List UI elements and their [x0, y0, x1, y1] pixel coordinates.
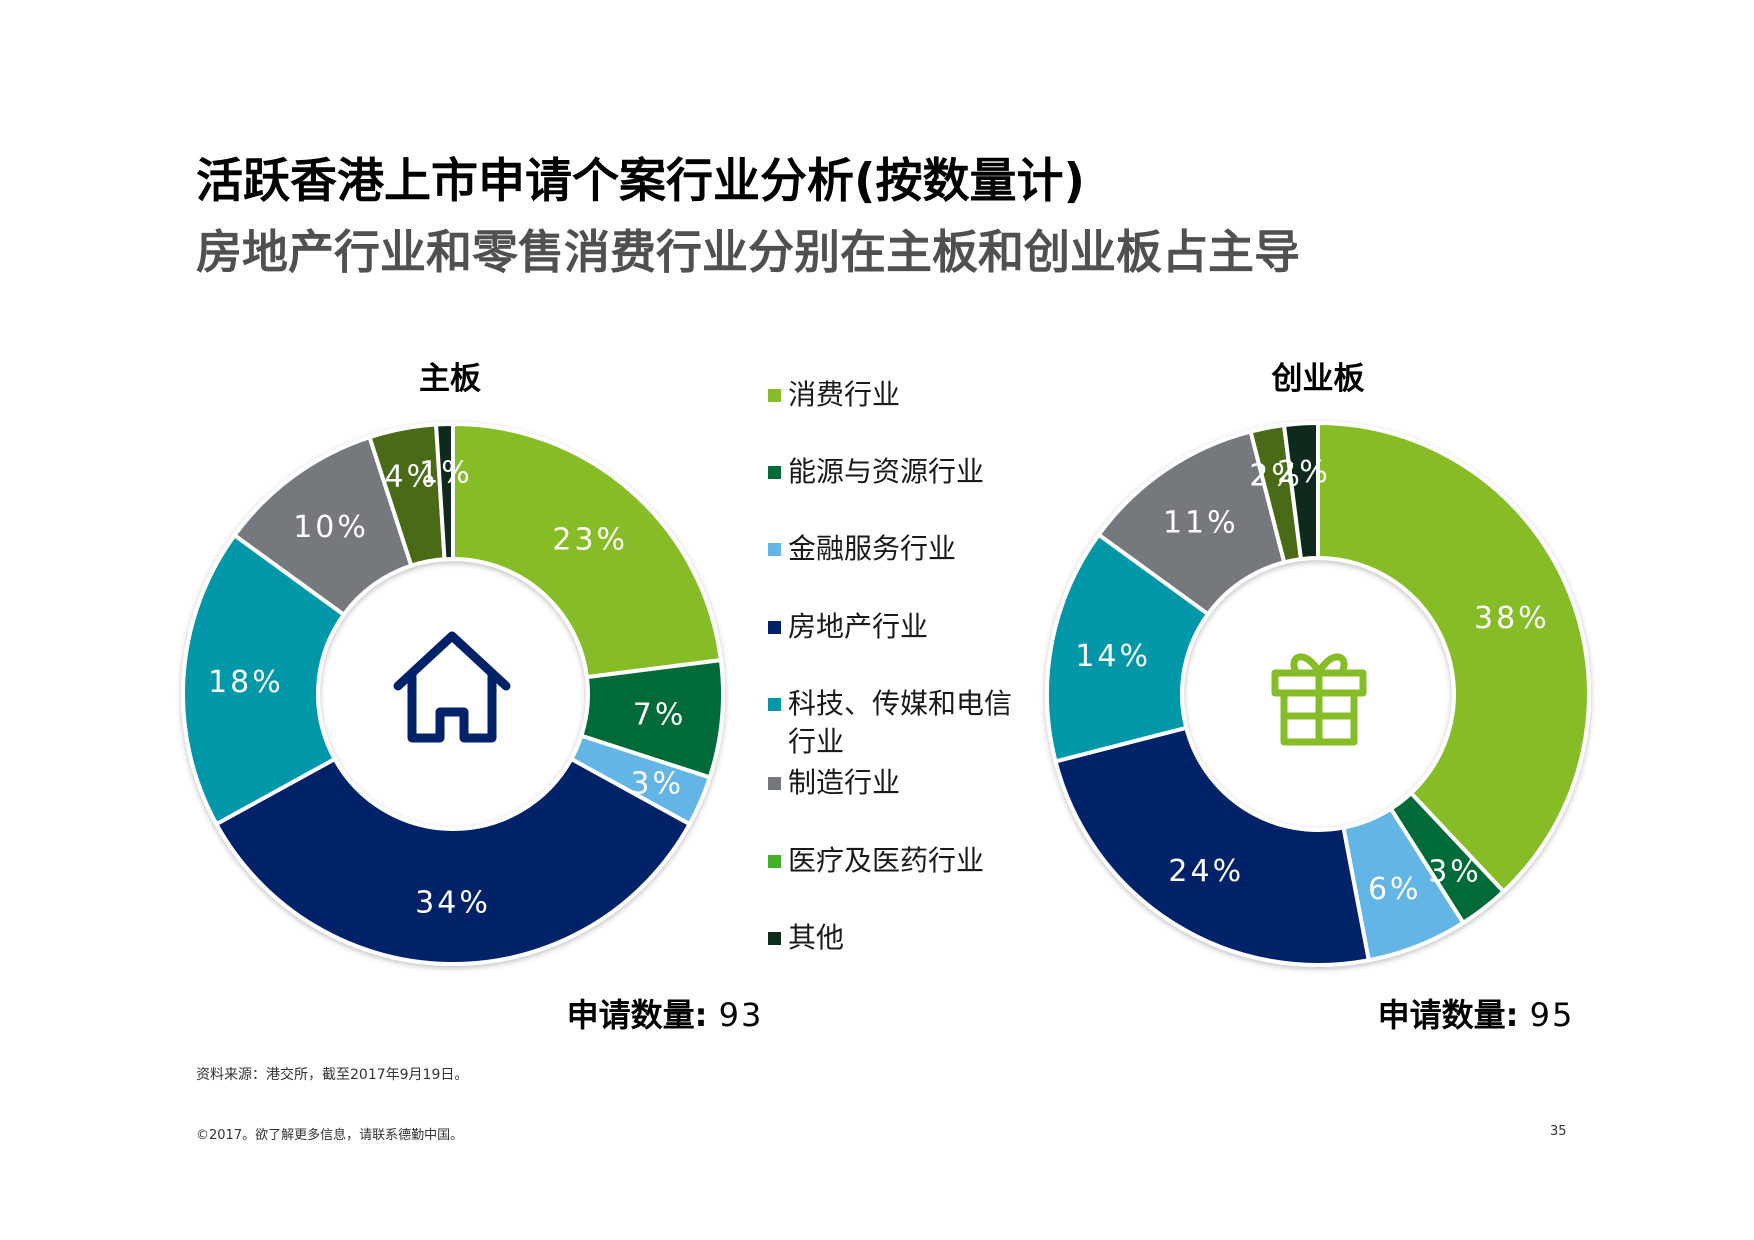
page-subtitle: 房地产行业和零售消费行业分别在主板和创业板占主导: [196, 225, 1300, 279]
footer-copyright: ©2017。欲了解更多信息，请联系德勤中国。: [196, 1128, 464, 1143]
main-board-title: 主板: [419, 361, 481, 397]
slice-label: 2%: [1249, 458, 1303, 493]
legend-item: 金融服务行业: [762, 530, 1032, 568]
slice-label: 3%: [630, 766, 684, 801]
legend-swatch: [768, 389, 781, 402]
legend-item: 制造行业: [762, 764, 1032, 802]
slice-label: 6%: [1368, 872, 1422, 907]
slice-label: 7%: [633, 698, 687, 733]
donut-slice: [1053, 725, 1372, 967]
gem-board-labels: 38% 3%6% 24% 14% 11% 2%2%: [1075, 455, 1550, 907]
legend-label: 消费行业: [788, 378, 901, 411]
slice-label: 34%: [415, 886, 491, 921]
legend-swatch: [768, 855, 781, 868]
legend-label: 其他: [788, 921, 845, 954]
donut-slice: [433, 421, 455, 562]
count-value: 95: [1529, 996, 1575, 1034]
source-note: 资料来源：港交所，截至2017年9月19日。: [196, 1067, 469, 1083]
donut-slice: [213, 756, 693, 966]
count-label: 申请数量: [566, 996, 695, 1034]
legend-label: 医疗及医药行业: [788, 844, 985, 877]
legend-swatch: [768, 698, 781, 711]
donut-slice: [1316, 420, 1591, 895]
gift-icon: [1271, 653, 1367, 746]
legend-item: 医疗及医药行业: [762, 842, 1032, 880]
legend-swatch: [768, 621, 781, 634]
donut-slice: [181, 532, 347, 827]
page-title: 活跃香港上市申请个案行业分析(按数量计): [196, 154, 1085, 209]
page-number: 35: [1550, 1124, 1567, 1139]
main-board-donut: [181, 421, 725, 966]
slice-label: 23%: [552, 522, 628, 557]
slice-label: 14%: [1075, 639, 1151, 674]
legend-swatch: [768, 466, 781, 479]
gem-board-donut: [1045, 420, 1591, 967]
slice-label: 18%: [208, 665, 284, 700]
gem-board-title: 创业板: [1271, 361, 1365, 397]
gem-board-count: 申请数量: 95: [1377, 996, 1575, 1034]
slice-label: 1%: [419, 456, 473, 491]
donut-slice: [1045, 531, 1211, 764]
count-label: 申请数量: [1377, 996, 1506, 1034]
slice-label: 2%: [1277, 455, 1331, 490]
legend-swatch: [768, 543, 781, 556]
legend-item: 其他: [762, 919, 1032, 957]
donut-slice: [1281, 420, 1320, 562]
main-board-count: 申请数量: 93: [566, 996, 764, 1034]
legend-label: 科技、传媒和电信行业: [788, 687, 1013, 758]
slice-label: 11%: [1163, 506, 1239, 541]
legend-item: 消费行业: [762, 376, 1032, 414]
legend-swatch: [768, 777, 781, 790]
slice-label: 24%: [1168, 854, 1244, 889]
legend-item: 能源与资源行业: [762, 453, 1032, 491]
slice-label: 4%: [385, 459, 439, 494]
legend-label: 能源与资源行业: [788, 455, 985, 488]
count-value: 93: [718, 996, 764, 1034]
legend-item: 科技、传媒和电信行业: [762, 685, 1022, 761]
main-board-labels: 23% 7% 3% 34% 18% 10% 4%1%: [208, 456, 687, 921]
legend-label: 房地产行业: [788, 610, 929, 643]
slice-label: 3%: [1428, 855, 1482, 890]
slice-label: 38%: [1474, 601, 1550, 636]
donut-slice: [451, 421, 724, 680]
house-icon: [393, 631, 511, 743]
legend-swatch: [768, 932, 781, 945]
legend-label: 金融服务行业: [788, 532, 957, 565]
legend-label: 制造行业: [788, 766, 901, 799]
legend-item: 房地产行业: [762, 608, 1032, 646]
slice-label: 10%: [293, 510, 369, 545]
